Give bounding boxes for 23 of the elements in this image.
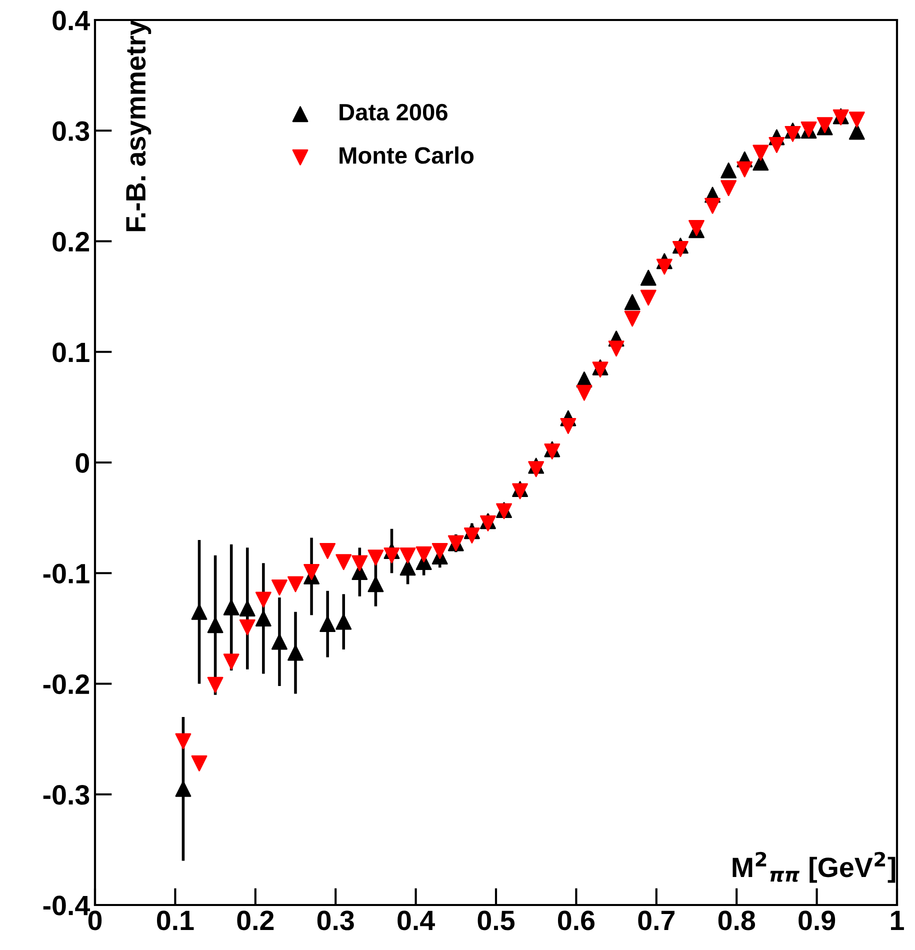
x-tick-label: 0.8 (718, 910, 756, 930)
x-tick-label: 0.9 (798, 910, 836, 930)
y-tick-label: 0.1 (52, 342, 90, 362)
y-tick-label: -0.3 (43, 785, 90, 805)
y-tick-label: -0.2 (43, 674, 90, 694)
legend-label: Monte Carlo (340, 146, 474, 164)
x-tick-label: 0.1 (156, 910, 194, 930)
y-axis-title: F.-B. asymmetry (126, 20, 152, 232)
y-tick-label: 0.2 (52, 232, 90, 252)
x-tick-label: 1 (891, 910, 904, 930)
x-tick-label: 0.3 (317, 910, 354, 930)
y-tick-label: 0.3 (52, 121, 90, 142)
x-tick-label: 0.5 (478, 910, 515, 930)
legend-label: Data 2006 (340, 104, 448, 121)
y-tick-label: 0 (76, 453, 89, 473)
x-tick-label: 0.2 (237, 910, 274, 930)
y-tick-label: 0.4 (52, 10, 90, 30)
x-tick-label: 0.7 (638, 910, 674, 930)
y-tick-label: -0.4 (43, 896, 90, 916)
x-axis-title: M$^{2}$$_{ππ}$ [GeV$^{2}$] (732, 852, 896, 883)
x-tick-label: 0.4 (398, 910, 435, 930)
x-tick-label: 0.6 (558, 910, 595, 930)
y-tick-label: -0.1 (43, 564, 90, 584)
